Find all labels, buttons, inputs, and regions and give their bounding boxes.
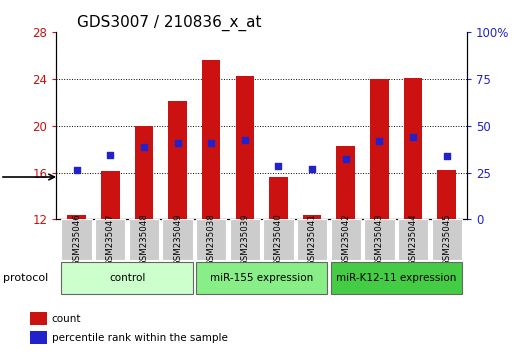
- Bar: [398, 219, 428, 260]
- Bar: [196, 262, 327, 294]
- Text: protocol: protocol: [3, 273, 48, 283]
- Text: GSM235043: GSM235043: [375, 213, 384, 266]
- Bar: [62, 219, 92, 260]
- Bar: [30, 331, 47, 344]
- Text: GSM235039: GSM235039: [240, 213, 249, 266]
- Bar: [303, 215, 321, 219]
- Bar: [230, 219, 260, 260]
- Bar: [370, 79, 389, 219]
- Point: [140, 144, 148, 150]
- Point: [207, 141, 215, 146]
- Bar: [62, 262, 193, 294]
- Point: [274, 163, 283, 169]
- Bar: [404, 78, 422, 219]
- Bar: [330, 262, 462, 294]
- Point: [106, 152, 114, 158]
- Text: GSM235038: GSM235038: [207, 213, 215, 266]
- Text: percentile rank within the sample: percentile rank within the sample: [52, 333, 227, 343]
- Text: control: control: [109, 273, 145, 283]
- Text: count: count: [52, 314, 81, 324]
- Bar: [364, 219, 394, 260]
- Bar: [297, 219, 327, 260]
- Point: [376, 138, 384, 144]
- Bar: [67, 215, 86, 219]
- Point: [173, 141, 182, 146]
- Text: miR-K12-11 expression: miR-K12-11 expression: [336, 273, 457, 283]
- Bar: [337, 145, 355, 219]
- Text: GSM235045: GSM235045: [442, 213, 451, 266]
- Bar: [269, 177, 288, 219]
- Bar: [95, 219, 125, 260]
- Point: [72, 167, 81, 173]
- Bar: [196, 219, 226, 260]
- Text: GSM235041: GSM235041: [308, 213, 317, 266]
- Text: miR-155 expression: miR-155 expression: [210, 273, 313, 283]
- Bar: [438, 170, 456, 219]
- Text: GSM235048: GSM235048: [140, 213, 148, 266]
- Point: [409, 135, 417, 140]
- Bar: [101, 171, 120, 219]
- Bar: [168, 101, 187, 219]
- Text: GDS3007 / 210836_x_at: GDS3007 / 210836_x_at: [77, 14, 262, 30]
- Text: GSM235042: GSM235042: [341, 213, 350, 266]
- Point: [241, 137, 249, 143]
- Point: [443, 153, 451, 159]
- Bar: [330, 219, 361, 260]
- Bar: [163, 219, 193, 260]
- Bar: [134, 126, 153, 219]
- Bar: [235, 76, 254, 219]
- Bar: [129, 219, 159, 260]
- Bar: [263, 219, 293, 260]
- Text: GSM235046: GSM235046: [72, 213, 81, 266]
- Text: GSM235040: GSM235040: [274, 213, 283, 266]
- Text: GSM235049: GSM235049: [173, 213, 182, 266]
- Bar: [431, 219, 462, 260]
- Bar: [30, 312, 47, 325]
- Point: [308, 166, 316, 172]
- Bar: [202, 60, 221, 219]
- Text: GSM235047: GSM235047: [106, 213, 115, 266]
- Text: GSM235044: GSM235044: [408, 213, 418, 266]
- Point: [342, 156, 350, 161]
